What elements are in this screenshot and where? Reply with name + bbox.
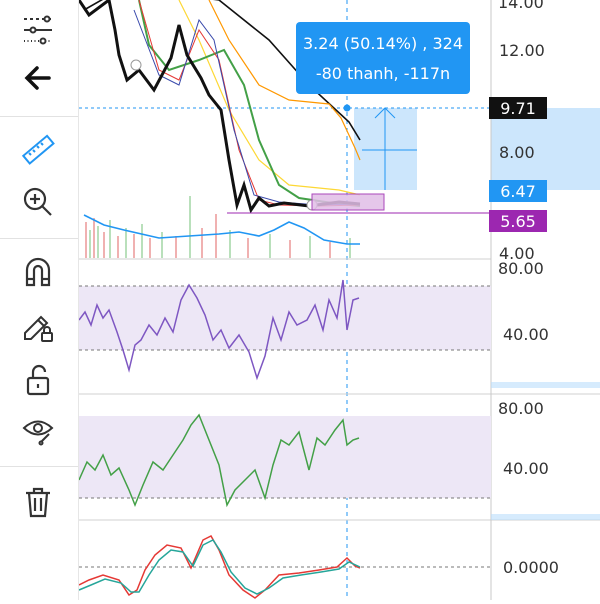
zoom-in-icon[interactable] — [14, 182, 62, 222]
macd-label-0: 0.0000 — [503, 558, 559, 577]
settings-sliders-icon[interactable] — [14, 10, 62, 50]
stoch-label-40: 40.00 — [503, 459, 549, 478]
magnet-icon[interactable] — [14, 252, 62, 292]
axis-label-8: 8.00 — [499, 143, 535, 162]
axis-label-4: 4.00 — [499, 244, 535, 263]
ma-200-line — [83, 0, 361, 141]
back-arrow-icon[interactable] — [14, 58, 62, 98]
stoch-line — [78, 413, 360, 508]
axis-label-12: 12.00 — [499, 41, 545, 60]
price-tag-high: 9.71 — [489, 97, 547, 119]
volume-bars — [85, 196, 351, 258]
measure-range-axis-fill — [491, 108, 600, 190]
rsi-line — [78, 279, 360, 381]
rsi-label-80: 80.00 — [498, 259, 544, 278]
measure-tooltip: 3.24 (50.14%) , 324 -80 thanh, -117n — [296, 22, 470, 94]
axis-label-14: 14.00 — [498, 0, 544, 12]
volume-ma-line — [83, 214, 360, 245]
trash-icon[interactable] — [14, 482, 62, 522]
ruler-icon[interactable] — [14, 130, 62, 170]
ma-100-line — [208, 0, 361, 161]
price-range-box[interactable] — [311, 193, 385, 211]
ma-50-line — [178, 0, 361, 196]
stoch-label-80: 80.00 — [498, 399, 544, 418]
unlock-icon[interactable] — [14, 360, 62, 400]
chart-area[interactable]: 14.00 12.00 8.00 4.00 80.00 40.00 80.00 … — [77, 0, 600, 600]
stoch-band — [79, 416, 491, 498]
pencil-lock-icon[interactable] — [14, 306, 62, 346]
drawing-toolbar — [0, 0, 79, 600]
eye-icon[interactable] — [14, 410, 62, 450]
macd-signal-line — [78, 539, 361, 595]
rsi-band — [79, 286, 491, 350]
macd-line — [78, 535, 361, 599]
measure-tooltip-change: 3.24 (50.14%) , 324 — [303, 34, 463, 53]
price-line — [77, 0, 361, 214]
price-tag-low: 6.47 — [489, 180, 547, 202]
price-tag-current: 5.65 — [489, 210, 547, 232]
stock-chart[interactable]: 14.00 12.00 8.00 4.00 80.00 40.00 80.00 … — [77, 0, 600, 600]
measure-tooltip-range: -80 thanh, -117n — [315, 64, 451, 83]
rsi-label-40: 40.00 — [503, 325, 549, 344]
